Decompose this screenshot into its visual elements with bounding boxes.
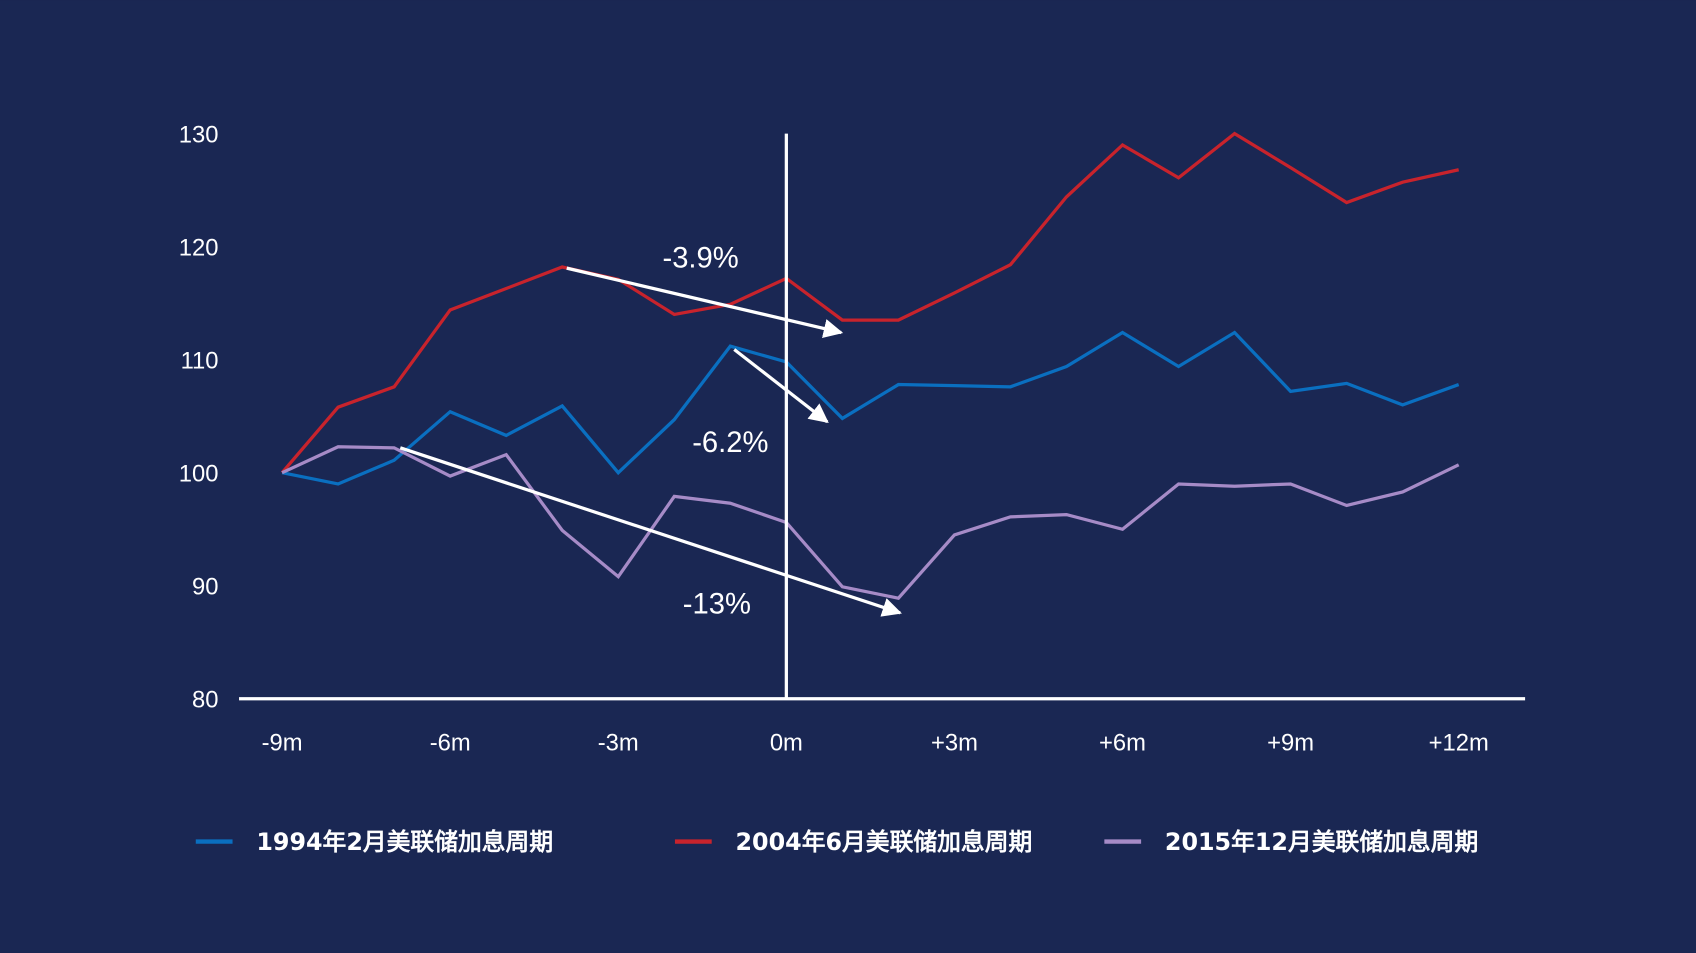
annotations: -3.9% -6.2% -13% bbox=[399, 243, 902, 621]
annotation-label: -6.2% bbox=[692, 427, 768, 459]
legend-label: 2004年6月美联储加息周期 bbox=[736, 828, 1033, 856]
x-tick-label: -9m bbox=[262, 730, 303, 757]
annotation-label: -13% bbox=[683, 589, 751, 621]
annotation-arrow bbox=[733, 348, 829, 424]
x-tick-label: -3m bbox=[598, 730, 639, 757]
y-tick-label: 90 bbox=[192, 573, 218, 600]
x-tick-label: -6m bbox=[430, 730, 471, 757]
y-tick-label: 110 bbox=[181, 347, 219, 374]
x-tick-label: +9m bbox=[1267, 730, 1314, 757]
series-line bbox=[281, 330, 1460, 486]
y-axis-ticks: 80 90 100 110 120 130 bbox=[179, 121, 219, 713]
legend: 1994年2月美联储加息周期 2004年6月美联储加息周期 2015年12月美联储加… bbox=[195, 828, 1478, 856]
legend-label: 2015年12月美联储加息周期 bbox=[1165, 828, 1478, 856]
x-tick-label: +3m bbox=[931, 730, 978, 757]
series-lines bbox=[280, 131, 1460, 600]
y-tick-label: 130 bbox=[179, 121, 219, 148]
x-tick-label: +12m bbox=[1429, 730, 1489, 757]
x-tick-label: 0m bbox=[770, 730, 803, 757]
x-axis-ticks: -9m -6m -3m 0m +3m +6m +9m +12m bbox=[262, 730, 1489, 757]
annotation-label: -3.9% bbox=[662, 243, 738, 275]
x-tick-label: +6m bbox=[1099, 730, 1146, 757]
legend-label: 1994年2月美联储加息周期 bbox=[256, 828, 553, 856]
y-tick-label: 120 bbox=[179, 234, 219, 261]
series-line bbox=[280, 131, 1460, 474]
series-line bbox=[281, 445, 1460, 600]
y-tick-label: 100 bbox=[179, 460, 219, 487]
annotation-arrow bbox=[566, 266, 844, 339]
annotation-arrow bbox=[399, 446, 902, 617]
y-tick-label: 80 bbox=[192, 686, 218, 713]
